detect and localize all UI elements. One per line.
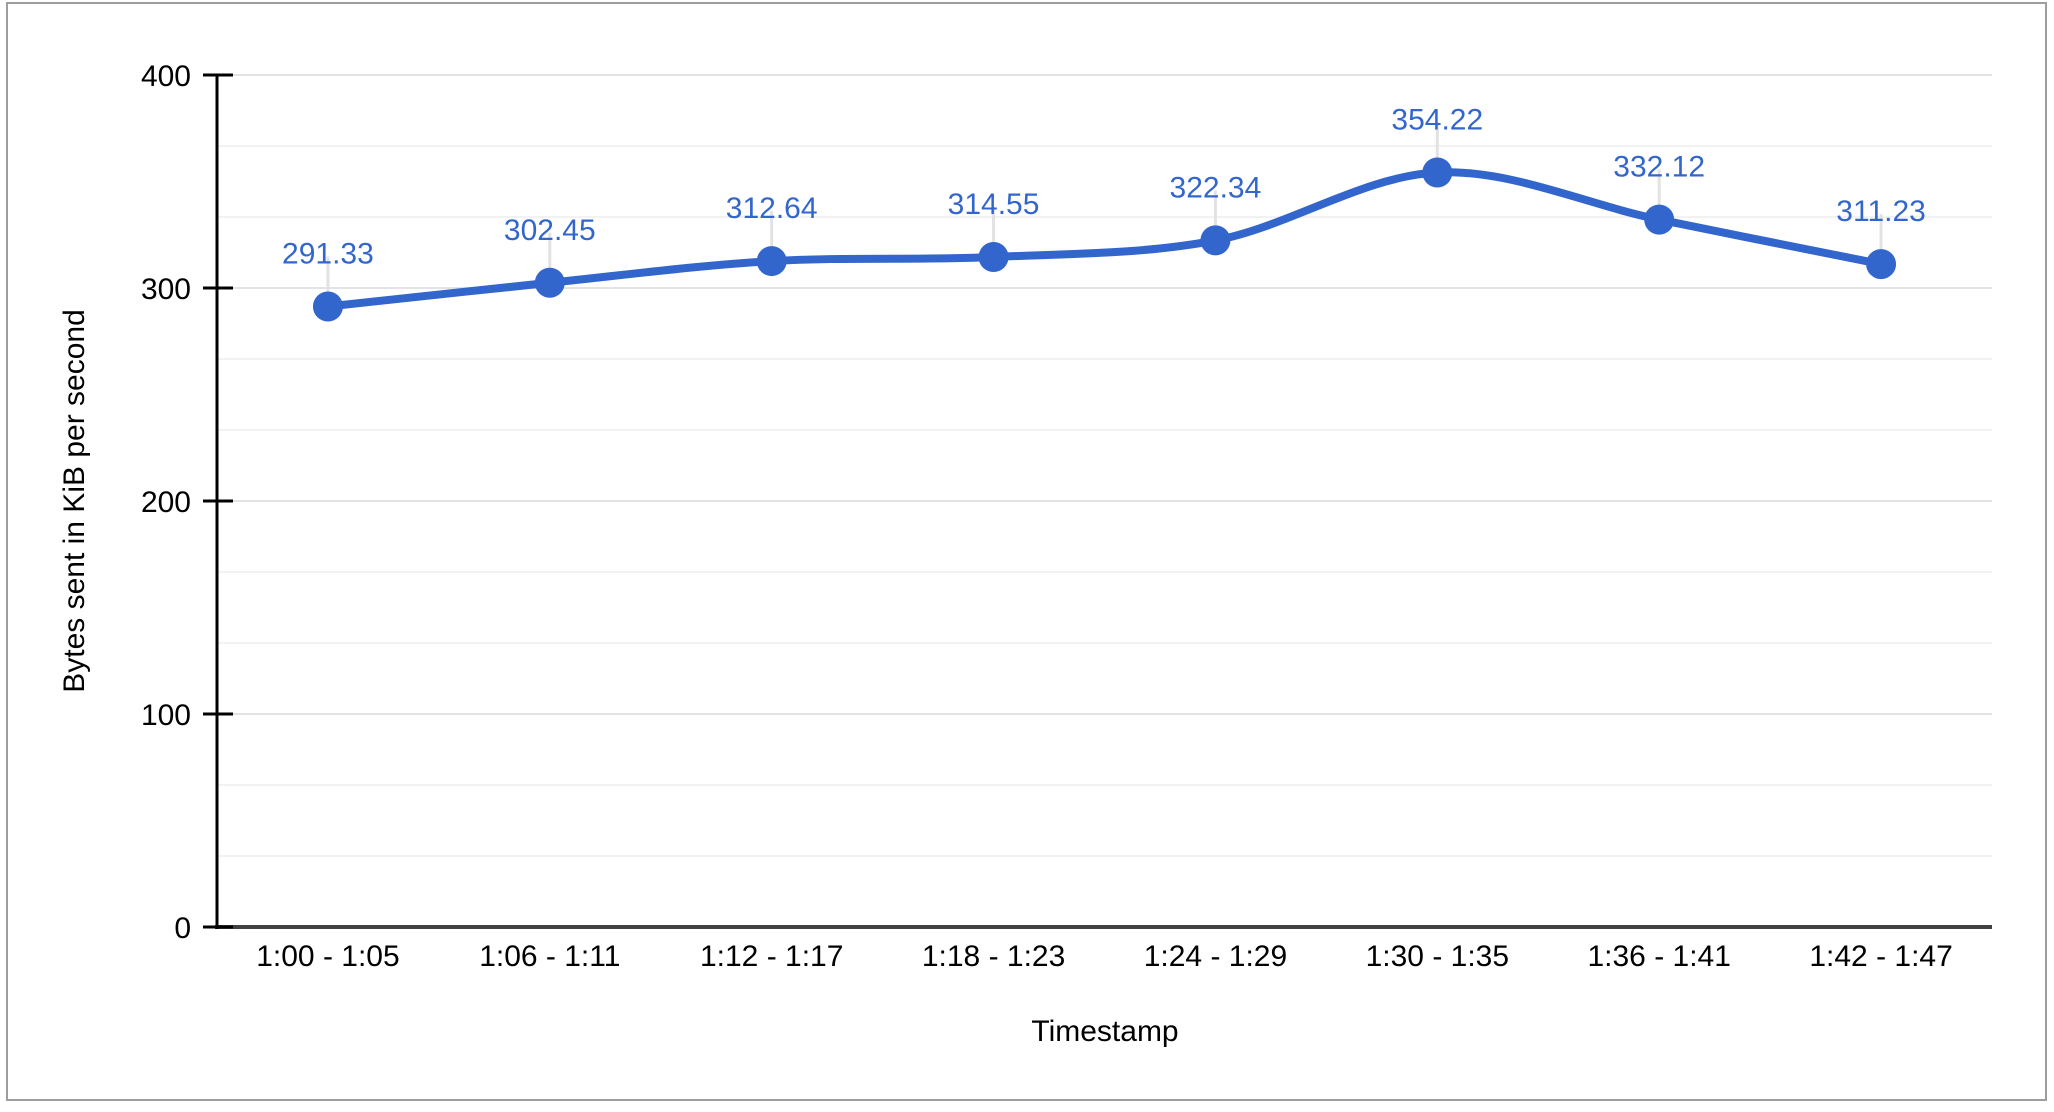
series-line — [323, 168, 1886, 311]
data-point-marker[interactable] — [312, 291, 343, 322]
data-point-marker[interactable] — [978, 242, 1009, 273]
x-axis-tick-label: 1:36 - 1:41 — [1587, 940, 1730, 973]
data-point-marker[interactable] — [1422, 157, 1453, 188]
data-point-label: 312.64 — [726, 192, 818, 225]
x-axis-tick-label: 1:42 - 1:47 — [1809, 940, 1952, 973]
chart-border — [6, 2, 2047, 1101]
data-point-label: 291.33 — [282, 237, 374, 270]
data-point-label: 354.22 — [1391, 104, 1483, 137]
data-point-marker[interactable] — [1200, 225, 1231, 256]
y-axis-tick-label: 100 — [141, 699, 191, 732]
y-axis-title: Bytes sent in KiB per second — [58, 309, 91, 693]
data-point-label: 302.45 — [504, 214, 596, 247]
data-point-marker[interactable] — [1644, 204, 1675, 235]
data-point-label: 311.23 — [1836, 195, 1926, 228]
x-axis-title: Timestamp — [1031, 1015, 1179, 1048]
y-axis-tick-label: 400 — [141, 60, 191, 93]
x-axis-tick-label: 1:30 - 1:35 — [1366, 940, 1509, 973]
x-axis-tick-label: 1:12 - 1:17 — [700, 940, 843, 973]
data-point-label: 332.12 — [1613, 151, 1705, 184]
y-axis-tick-label: 300 — [141, 273, 191, 306]
x-axis-tick-label: 1:00 - 1:05 — [256, 940, 399, 973]
x-axis-tick-label: 1:06 - 1:11 — [479, 940, 620, 973]
data-point-marker[interactable] — [534, 267, 565, 298]
y-axis-tick-label: 0 — [174, 912, 191, 945]
x-axis-tick-label: 1:24 - 1:29 — [1144, 940, 1287, 973]
x-axis-tick-label: 1:18 - 1:23 — [922, 940, 1065, 973]
data-point-marker[interactable] — [1866, 249, 1897, 280]
data-point-marker[interactable] — [756, 246, 787, 277]
data-point-label: 314.55 — [948, 188, 1040, 221]
data-point-label: 322.34 — [1170, 171, 1262, 204]
y-axis-tick-label: 200 — [141, 486, 191, 519]
